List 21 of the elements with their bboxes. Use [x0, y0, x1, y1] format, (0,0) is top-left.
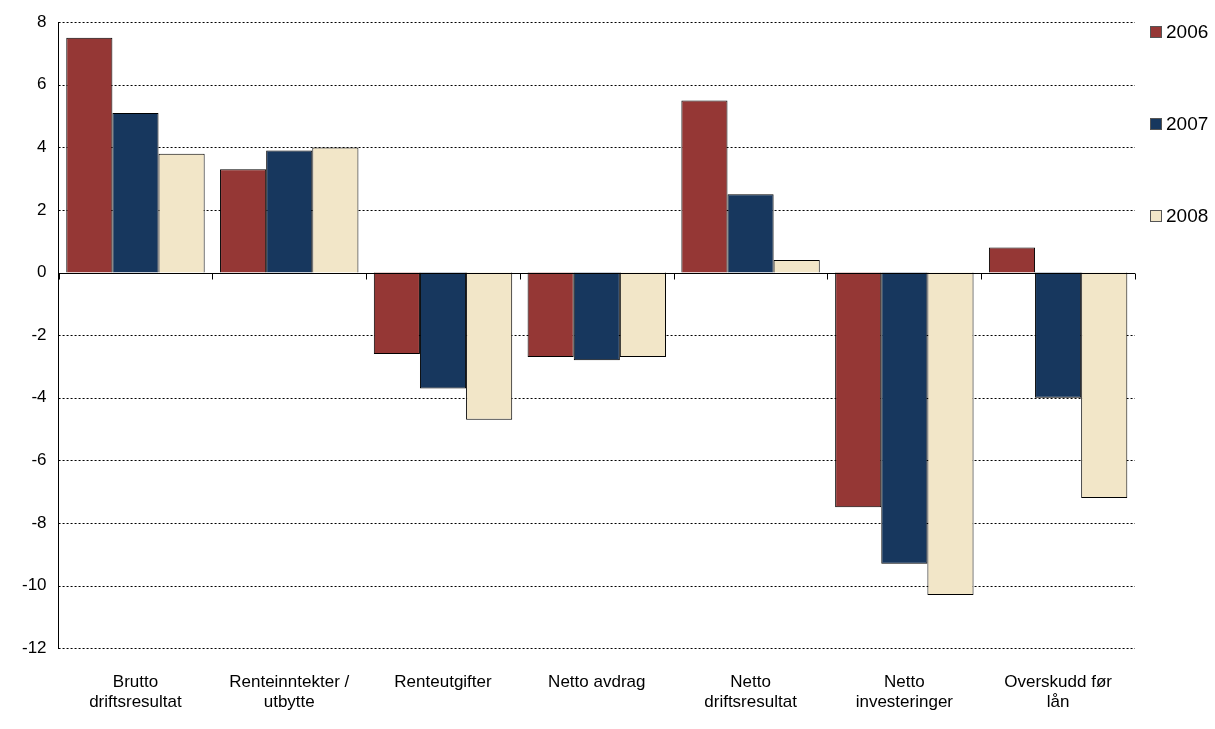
- legend-label: 2007: [1166, 113, 1209, 135]
- y-tick-label: -6: [31, 450, 47, 470]
- y-tick-label: -4: [31, 387, 47, 407]
- y-tick-label: -8: [31, 512, 47, 532]
- x-tick-label: Brutto driftsresultat: [89, 672, 183, 712]
- x-tick-label: Netto avdrag: [548, 672, 646, 692]
- y-tick-label: -2: [31, 324, 47, 344]
- y-tick-label: 4: [37, 137, 47, 157]
- legend-label: 2008: [1166, 205, 1209, 227]
- x-tick-label: Netto driftsresultat: [704, 672, 798, 712]
- x-tick-label: Renteinntekter / utbytte: [229, 672, 350, 712]
- legend-label: 2006: [1166, 21, 1209, 43]
- y-tick-label: 0: [37, 262, 47, 282]
- x-tick-label: Overskudd før lån: [1004, 672, 1113, 712]
- y-tick-label: 8: [37, 11, 47, 31]
- y-tick-label: -12: [21, 637, 47, 657]
- y-tick-label: -10: [21, 575, 47, 595]
- x-tick-label: Netto investeringer: [855, 672, 954, 712]
- y-tick-label: 6: [37, 74, 47, 94]
- x-tick-label: Renteutgifter: [394, 672, 493, 692]
- y-tick-label: 2: [37, 199, 47, 219]
